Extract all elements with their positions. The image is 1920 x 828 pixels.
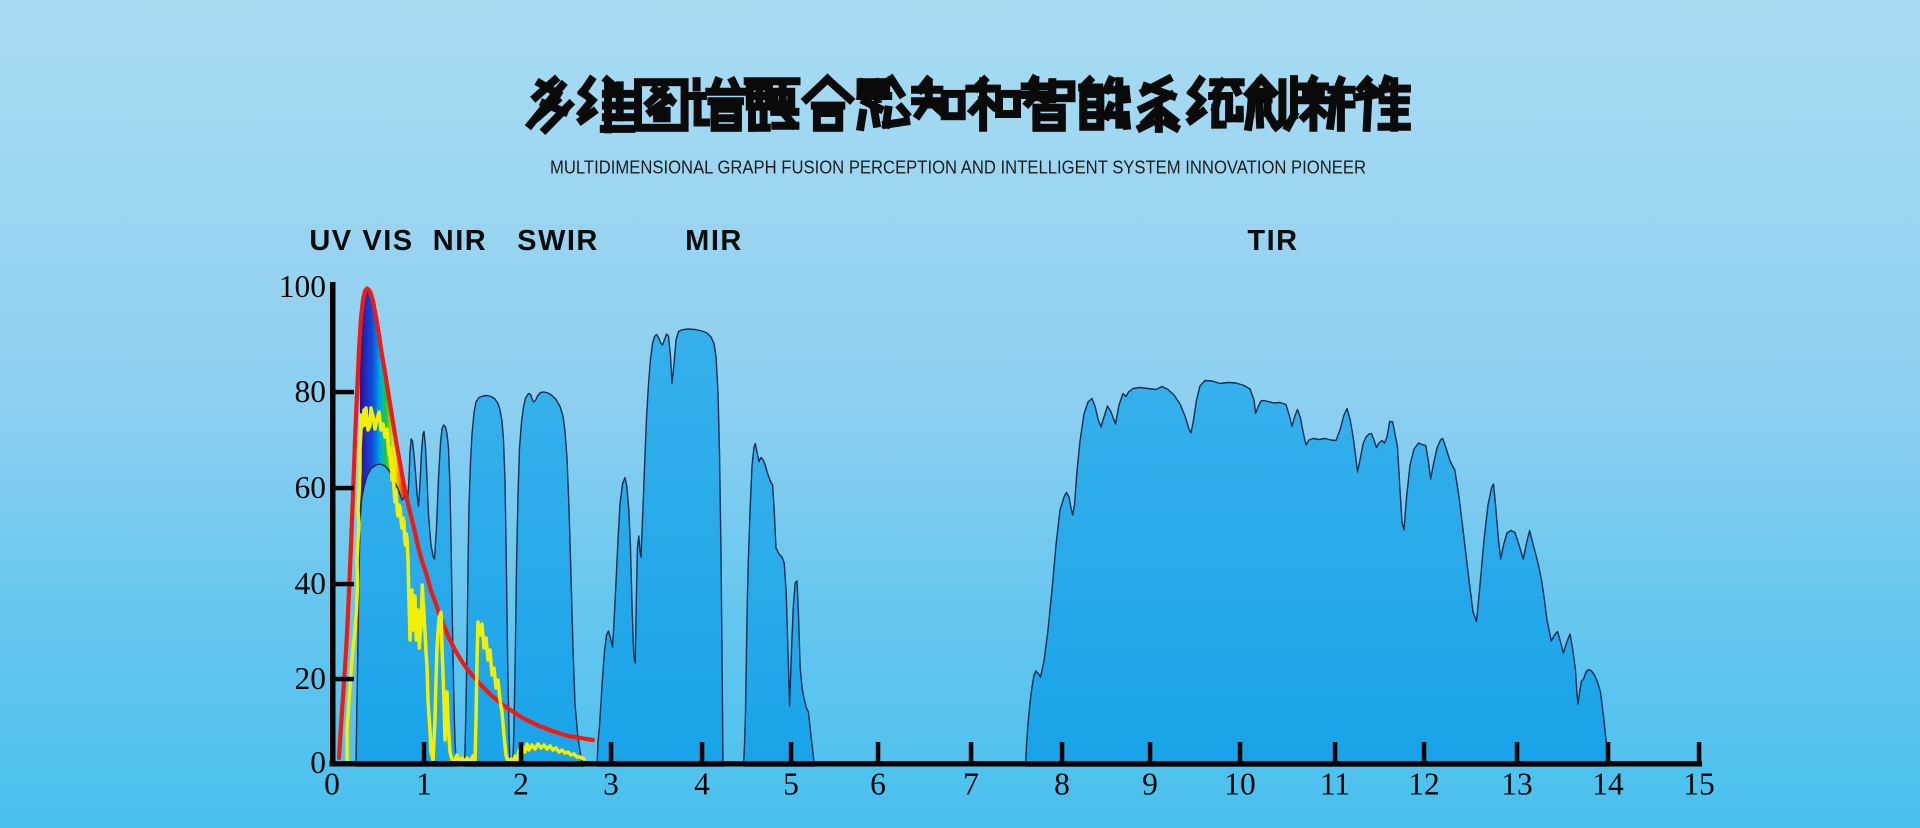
svg-text:TIR: TIR — [1247, 225, 1298, 257]
svg-text:SWIR: SWIR — [517, 225, 599, 257]
svg-text:VIS: VIS — [362, 225, 413, 257]
svg-text:7: 7 — [963, 767, 979, 802]
svg-text:13: 13 — [1501, 767, 1533, 802]
svg-text:NIR: NIR — [433, 225, 487, 257]
svg-text:40: 40 — [295, 566, 327, 601]
svg-text:8: 8 — [1054, 767, 1070, 802]
svg-text:2: 2 — [513, 767, 529, 802]
svg-text:5: 5 — [783, 767, 799, 802]
svg-text:10: 10 — [1224, 767, 1256, 802]
svg-text:MIR: MIR — [685, 225, 743, 257]
svg-text:3: 3 — [603, 767, 619, 802]
svg-text:9: 9 — [1142, 767, 1158, 802]
svg-text:UV: UV — [309, 225, 352, 257]
svg-text:14: 14 — [1592, 767, 1624, 802]
svg-text:1: 1 — [416, 767, 432, 802]
svg-text:0: 0 — [324, 767, 340, 802]
svg-text:100: 100 — [279, 269, 326, 304]
svg-text:11: 11 — [1320, 767, 1350, 802]
svg-text:12: 12 — [1408, 767, 1440, 802]
svg-text:MULTIDIMENSIONAL GRAPH FUSION: MULTIDIMENSIONAL GRAPH FUSION PERCEPTION… — [550, 158, 1366, 178]
svg-text:80: 80 — [295, 374, 327, 409]
svg-text:6: 6 — [870, 767, 886, 802]
svg-text:0: 0 — [310, 745, 326, 780]
svg-text:4: 4 — [694, 767, 710, 802]
svg-text:60: 60 — [295, 470, 327, 505]
svg-text:20: 20 — [295, 661, 327, 696]
svg-text:15: 15 — [1683, 767, 1715, 802]
